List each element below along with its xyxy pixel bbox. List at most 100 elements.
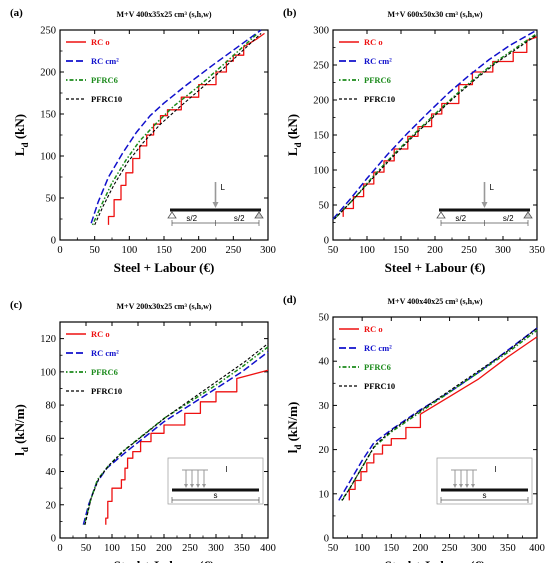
x-tick-label: 300 [495, 245, 511, 256]
beam-inset: ls [436, 457, 533, 505]
load-arrowhead [481, 202, 488, 208]
load-arrowhead [471, 484, 475, 488]
y-tick-label: 100 [313, 166, 329, 177]
y-tick-label: 20 [46, 500, 57, 511]
load-arrowhead [459, 484, 463, 488]
inset-load-label: l [495, 465, 497, 474]
y-axis-label-main: l [285, 449, 300, 453]
y-tick-label: 0 [51, 236, 56, 247]
legend-label-pfrc10: PFRC10 [364, 94, 395, 104]
series-line-rc_o [107, 32, 265, 225]
x-tick-label: 100 [354, 543, 370, 554]
x-tick-label: 200 [413, 543, 429, 554]
y-axis-label-unit: (kN) [12, 114, 27, 143]
x-tick-label: 150 [393, 245, 409, 256]
series-line-rc_o [348, 336, 538, 501]
y-tick-label: 20 [319, 445, 330, 456]
x-axis-label: Steel + Labour (€) [114, 260, 215, 275]
inset-span-label: s [214, 491, 218, 500]
y-tick-label: 50 [319, 313, 330, 324]
y-tick-label: 60 [46, 434, 57, 445]
x-tick-label: 0 [57, 245, 62, 256]
y-tick-label: 40 [319, 357, 330, 368]
y-tick-label: 120 [40, 334, 56, 345]
y-tick-label: 150 [313, 131, 329, 142]
chart-panel-d: 50 100 150 200 250 300 350 400 0 10 20 30 40 50 Steel … [283, 294, 545, 563]
chart-panel-b: 50 100 150 200 250 300 350050100150200250300St… [283, 7, 545, 275]
y-tick-label: 250 [40, 26, 56, 37]
support-left [167, 211, 177, 219]
y-tick-label: 30 [319, 401, 330, 412]
inset-load-label: L [221, 183, 226, 192]
y-axis-label: Ld (kN) [285, 114, 303, 156]
panel-title: M+V 200x30x25 cm³ (s,h,w) [116, 302, 211, 311]
load-arrowhead [196, 484, 200, 488]
beam-inset: ls [167, 457, 264, 505]
x-tick-label: 200 [427, 245, 443, 256]
x-tick-label: 300 [471, 543, 487, 554]
beam [172, 488, 259, 492]
y-tick-label: 10 [319, 489, 330, 500]
load-arrowhead [184, 484, 188, 488]
panel-tag: (c) [10, 299, 23, 311]
x-tick-label: 150 [130, 543, 146, 554]
panel-title: M+V 400x40x25 cm³ (s,h,w) [387, 297, 482, 306]
legend-label-pfrc10: PFRC10 [364, 381, 395, 391]
beam-inset: Ls/2 s/2 [167, 182, 264, 226]
y-tick-label: 80 [46, 401, 57, 412]
x-tick-label: 250 [182, 543, 198, 554]
inset-load-label: l [226, 465, 228, 474]
x-tick-label: 400 [260, 543, 276, 554]
inset-box [167, 457, 264, 505]
legend-label-rc_cm2: RC cm² [364, 56, 392, 66]
x-tick-label: 350 [529, 245, 545, 256]
y-axis-label-sub: d [20, 447, 30, 452]
x-tick-label: 100 [359, 245, 375, 256]
legend-label-rc_cm2: RC cm² [91, 56, 119, 66]
x-tick-label: 200 [191, 245, 207, 256]
y-tick-label: 0 [324, 236, 329, 247]
inset-load-label: L [490, 183, 495, 192]
series-line-rc_cm2 [90, 29, 262, 224]
x-tick-label: 300 [260, 245, 276, 256]
support-left [436, 211, 446, 219]
y-axis-label-main: L [285, 147, 300, 156]
y-axis-label-sub: d [293, 445, 303, 450]
y-axis-label-sub: d [293, 142, 303, 147]
y-tick-label: 100 [40, 152, 56, 163]
y-tick-label: 0 [51, 534, 56, 545]
y-axis-label: ld (kN/m) [12, 404, 30, 456]
series-line-pfrc10 [341, 327, 538, 501]
legend-label-rc_o: RC o [91, 329, 110, 339]
y-axis-label: ld (kN/m) [285, 402, 303, 454]
x-tick-label: 150 [156, 245, 172, 256]
y-axis-label-unit: (kN) [285, 114, 300, 143]
y-tick-label: 50 [46, 194, 57, 205]
inset-box [436, 457, 533, 505]
y-tick-label: 200 [313, 96, 329, 107]
support-right [254, 211, 264, 219]
load-arrowhead [453, 484, 457, 488]
beam [170, 208, 261, 212]
chart-panel-a: 0 50 100 150 200 250 300 0 50 100 150 200 250 Steel +… [10, 7, 276, 275]
x-tick-label: 150 [383, 543, 399, 554]
y-axis-label-unit: (kN/m) [12, 404, 27, 447]
x-tick-label: 250 [461, 245, 477, 256]
legend-label-rc_o: RC o [364, 324, 383, 334]
y-tick-label: 300 [313, 26, 329, 37]
x-axis-label: Steel + Labour (€) [114, 558, 215, 563]
load-arrowhead [212, 202, 219, 208]
panel-tag: (a) [10, 7, 23, 19]
legend-label-rc_o: RC o [364, 37, 383, 47]
y-axis-label-main: l [12, 452, 27, 456]
legend-label-rc_o: RC o [91, 37, 110, 47]
y-tick-label: 250 [313, 61, 329, 72]
legend-label-pfrc6: PFRC6 [364, 75, 391, 85]
panel-title: M+V 600x50x30 cm³ (s,h,w) [387, 10, 482, 19]
y-axis-label: Ld (kN) [12, 114, 30, 156]
x-tick-label: 400 [529, 543, 545, 554]
legend-label-rc_cm2: RC cm² [91, 348, 119, 358]
load-arrowhead [465, 484, 469, 488]
x-tick-label: 50 [89, 245, 100, 256]
